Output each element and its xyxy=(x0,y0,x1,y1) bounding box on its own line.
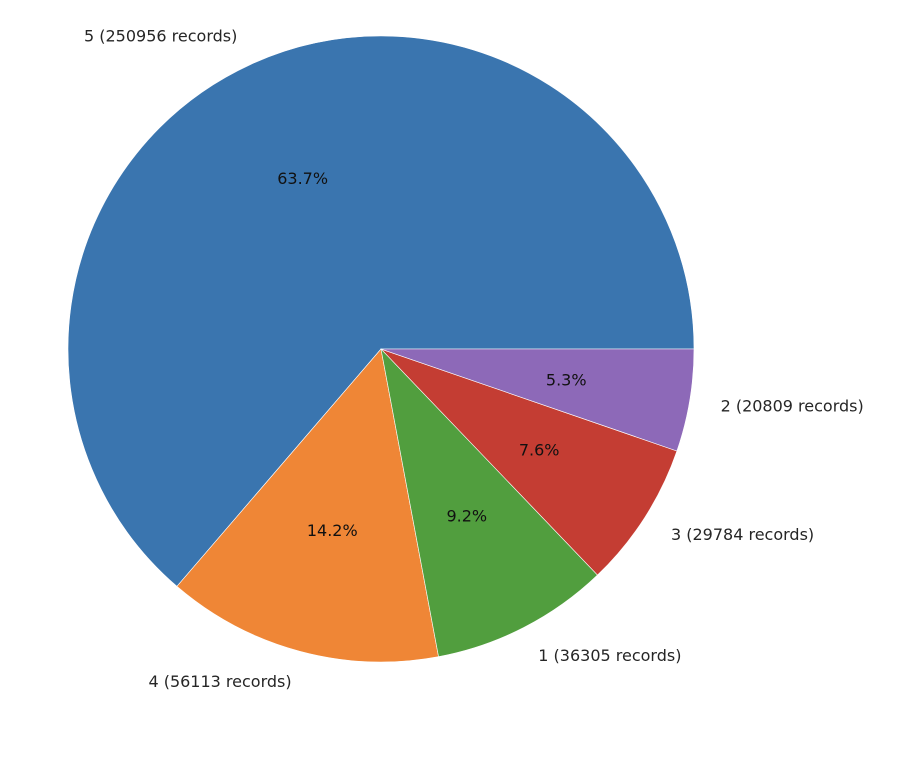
pie-slice xyxy=(67,35,695,587)
slice-label: 4 (56113 records) xyxy=(148,672,291,691)
slice-percent-label: 7.6% xyxy=(519,441,560,460)
pie-slices xyxy=(67,35,695,663)
slice-label: 2 (20809 records) xyxy=(721,396,864,415)
slice-percent-label: 5.3% xyxy=(546,371,587,390)
slice-label: 5 (250956 records) xyxy=(84,27,237,46)
slice-percent-label: 63.7% xyxy=(277,169,328,188)
slice-percent-label: 9.2% xyxy=(446,507,487,526)
pie-slice xyxy=(380,348,678,576)
slice-labels: 5 (250956 records) 4 (56113 records) 1 (36… xyxy=(84,27,864,691)
percent-labels: 63.7% 14.2% 9.2% 7.6% 5.3% xyxy=(277,169,586,540)
slice-percent-label: 14.2% xyxy=(307,521,358,540)
pie-slice xyxy=(380,348,598,658)
slice-label: 1 (36305 records) xyxy=(538,646,681,665)
pie-slice xyxy=(176,348,439,663)
slice-label: 3 (29784 records) xyxy=(671,525,814,544)
pie-slice xyxy=(380,348,695,452)
